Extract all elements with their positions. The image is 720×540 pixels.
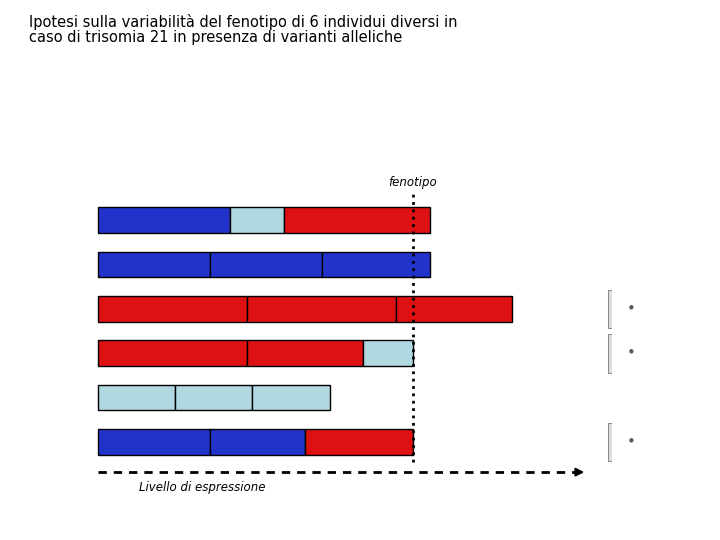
Bar xyxy=(98,252,210,278)
Bar xyxy=(252,385,330,410)
Bar xyxy=(98,385,175,410)
Bar xyxy=(363,341,413,366)
Bar xyxy=(230,207,284,233)
Bar xyxy=(247,341,363,366)
Text: caso di trisomia 21 in presenza di varianti alleliche: caso di trisomia 21 in presenza di varia… xyxy=(29,30,402,45)
Bar xyxy=(175,385,252,410)
Text: ●: ● xyxy=(629,348,633,353)
Bar xyxy=(305,429,413,455)
Bar xyxy=(247,296,396,322)
Text: Livello di espressione: Livello di espressione xyxy=(139,481,266,494)
Bar xyxy=(396,296,513,322)
Bar xyxy=(608,423,654,461)
Text: Ipotesi sulla variabilità del fenotipo di 6 individui diversi in: Ipotesi sulla variabilità del fenotipo d… xyxy=(29,14,457,30)
Bar xyxy=(98,341,247,366)
Bar xyxy=(98,296,247,322)
Text: ●: ● xyxy=(629,304,633,309)
Bar xyxy=(98,207,230,233)
Bar xyxy=(210,429,305,455)
Bar xyxy=(608,289,654,328)
Bar xyxy=(210,252,322,278)
Bar xyxy=(284,207,430,233)
Text: fenotipo: fenotipo xyxy=(389,176,437,189)
Bar xyxy=(608,334,654,373)
Bar xyxy=(322,252,430,278)
Bar xyxy=(98,429,210,455)
Text: ●: ● xyxy=(629,437,633,442)
